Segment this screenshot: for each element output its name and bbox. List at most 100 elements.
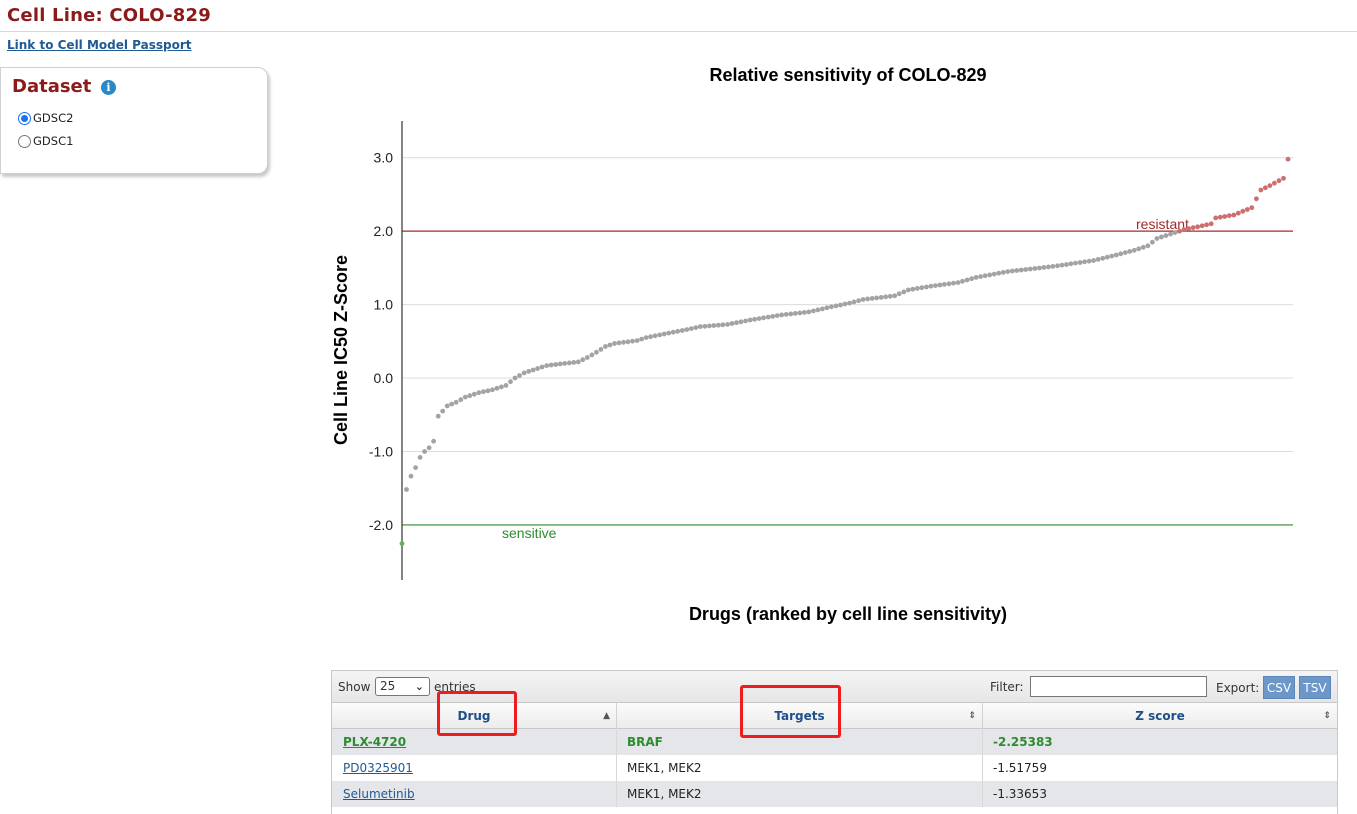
data-point bbox=[1276, 178, 1282, 184]
data-point bbox=[399, 541, 405, 546]
data-point bbox=[1217, 214, 1223, 220]
y-axis-label: Cell Line IC50 Z-Score bbox=[331, 255, 351, 445]
data-point bbox=[584, 355, 590, 360]
data-point bbox=[1159, 234, 1164, 240]
data-point bbox=[490, 387, 495, 393]
data-point bbox=[933, 283, 938, 288]
show-label: Show bbox=[338, 680, 371, 694]
export-csv-button[interactable]: CSV bbox=[1263, 676, 1295, 699]
data-point bbox=[598, 347, 604, 352]
data-point bbox=[575, 359, 581, 365]
data-point bbox=[643, 335, 649, 340]
drug-link[interactable]: PD0325901 bbox=[343, 761, 413, 775]
data-point bbox=[1122, 250, 1128, 256]
data-point bbox=[833, 303, 839, 309]
data-point bbox=[1285, 156, 1291, 162]
data-point bbox=[928, 283, 934, 289]
data-point bbox=[747, 317, 753, 323]
entries-select-value: 25 bbox=[380, 679, 396, 693]
data-point bbox=[1064, 262, 1069, 267]
data-point bbox=[684, 327, 690, 332]
column-header-drug[interactable]: Drug ▲ bbox=[332, 703, 617, 729]
y-tick-label: 1.0 bbox=[374, 297, 394, 313]
data-point bbox=[481, 389, 486, 395]
info-icon[interactable]: i bbox=[101, 80, 116, 95]
table-header: Drug ▲ Targets ⇕ Z score ⇕ bbox=[331, 703, 1338, 729]
column-header-zscore[interactable]: Z score ⇕ bbox=[983, 703, 1337, 729]
data-point bbox=[1208, 221, 1214, 227]
data-point bbox=[1068, 261, 1074, 267]
data-point bbox=[1104, 254, 1110, 260]
data-point bbox=[720, 322, 726, 328]
column-header-targets[interactable]: Targets ⇕ bbox=[617, 703, 983, 729]
data-point bbox=[1258, 187, 1264, 193]
data-point bbox=[1136, 246, 1142, 252]
data-point bbox=[422, 449, 427, 454]
data-point bbox=[526, 369, 531, 374]
data-point bbox=[951, 280, 956, 286]
data-point bbox=[756, 316, 762, 321]
data-point bbox=[1172, 230, 1178, 236]
data-point bbox=[1100, 255, 1106, 261]
data-point bbox=[661, 331, 667, 337]
data-point bbox=[960, 278, 965, 284]
data-point bbox=[788, 311, 794, 317]
chart-title: Relative sensitivity of COLO-829 bbox=[709, 65, 986, 85]
export-tsv-button[interactable]: TSV bbox=[1299, 676, 1331, 699]
drug-link[interactable]: PLX-4720 bbox=[343, 735, 407, 749]
data-point bbox=[1082, 259, 1087, 265]
data-point bbox=[729, 321, 735, 326]
data-point bbox=[467, 393, 473, 399]
y-tick-label: 2.0 bbox=[374, 223, 394, 239]
data-point bbox=[1177, 228, 1182, 234]
y-tick-label: 3.0 bbox=[374, 150, 394, 166]
data-point bbox=[792, 311, 798, 316]
cell-model-passport-link[interactable]: Link to Cell Model Passport bbox=[7, 38, 192, 52]
data-point bbox=[1041, 265, 1047, 270]
data-point bbox=[1059, 262, 1065, 268]
data-point bbox=[1018, 267, 1024, 273]
data-point bbox=[471, 391, 477, 397]
data-point bbox=[783, 312, 789, 317]
radio-gdsc1[interactable]: GDSC1 bbox=[18, 133, 73, 149]
page-title: Cell Line: COLO-829 bbox=[7, 5, 211, 26]
sort-ascending-icon: ▲ bbox=[603, 711, 610, 721]
data-point bbox=[535, 366, 540, 371]
data-point bbox=[1091, 258, 1096, 263]
data-point bbox=[860, 297, 866, 302]
radio-gdsc2[interactable]: GDSC2 bbox=[18, 110, 73, 126]
drug-cell: PD0325901 bbox=[332, 755, 617, 781]
data-point bbox=[607, 342, 613, 348]
data-point bbox=[914, 286, 920, 291]
filter-input[interactable] bbox=[1030, 676, 1207, 697]
radio-button-gdsc2[interactable] bbox=[18, 111, 31, 125]
data-point bbox=[1023, 267, 1029, 272]
data-point bbox=[1222, 214, 1228, 219]
data-point bbox=[1204, 222, 1209, 228]
gridlines bbox=[402, 157, 1293, 452]
data-point bbox=[707, 323, 712, 329]
data-point bbox=[887, 293, 893, 299]
data-point bbox=[566, 360, 572, 366]
data-point bbox=[1009, 268, 1015, 274]
x-axis-label: Drugs (ranked by cell line sensitivity) bbox=[689, 604, 1007, 624]
data-point bbox=[842, 301, 848, 307]
data-point bbox=[485, 388, 491, 394]
data-point bbox=[449, 401, 455, 407]
sort-both-icon: ⇕ bbox=[968, 711, 976, 721]
data-points bbox=[399, 156, 1291, 546]
drug-link[interactable]: Selumetinib bbox=[343, 787, 415, 801]
data-point bbox=[946, 281, 952, 287]
data-point bbox=[1199, 223, 1205, 229]
data-point bbox=[725, 322, 730, 327]
entries-select[interactable]: 25 ⌄ bbox=[375, 677, 430, 696]
data-point bbox=[639, 336, 644, 342]
table-row: PLX-4720 BRAF -2.25383 bbox=[331, 729, 1338, 755]
zscore-cell: -2.25383 bbox=[993, 735, 1053, 749]
data-point bbox=[1027, 266, 1033, 272]
data-point bbox=[1055, 263, 1060, 269]
data-point bbox=[512, 375, 518, 381]
data-point bbox=[557, 361, 563, 367]
radio-button-gdsc1[interactable] bbox=[18, 134, 31, 148]
drug-cell: Selumetinib bbox=[332, 781, 617, 807]
